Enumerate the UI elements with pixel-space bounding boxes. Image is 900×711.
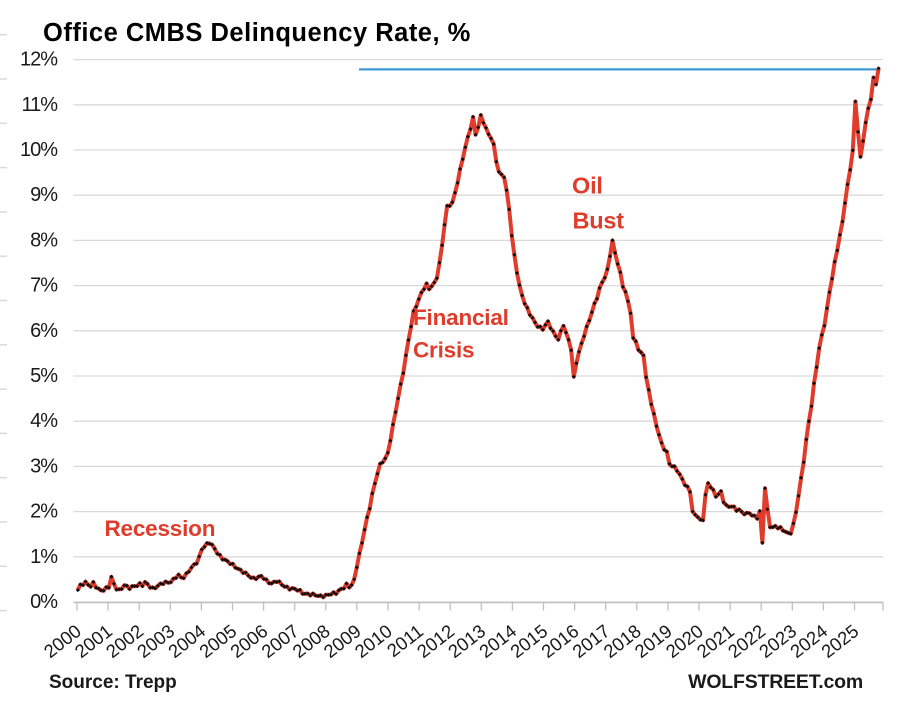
svg-text:0%: 0% [30, 591, 58, 613]
svg-text:1%: 1% [30, 546, 58, 568]
svg-text:8%: 8% [30, 229, 58, 251]
svg-text:Oil: Oil [572, 173, 603, 199]
svg-text:7%: 7% [30, 275, 58, 297]
svg-text:6%: 6% [30, 320, 58, 342]
svg-text:5%: 5% [30, 365, 58, 387]
svg-text:3%: 3% [30, 455, 58, 477]
svg-text:2%: 2% [30, 501, 58, 523]
svg-text:9%: 9% [30, 184, 58, 206]
svg-text:12%: 12% [20, 49, 58, 71]
svg-text:10%: 10% [20, 139, 58, 161]
svg-text:Office CMBS Delinquency Rate,: Office CMBS Delinquency Rate, % [43, 19, 471, 47]
svg-text:Bust: Bust [573, 208, 625, 234]
svg-text:Source: Trepp: Source: Trepp [49, 672, 177, 693]
svg-text:4%: 4% [30, 410, 58, 432]
svg-text:WOLFSTREET.com: WOLFSTREET.com [688, 671, 863, 693]
svg-text:Crisis: Crisis [413, 338, 474, 363]
svg-text:11%: 11% [21, 94, 58, 116]
svg-text:Financial: Financial [413, 305, 509, 330]
svg-text:Recession: Recession [105, 516, 216, 541]
